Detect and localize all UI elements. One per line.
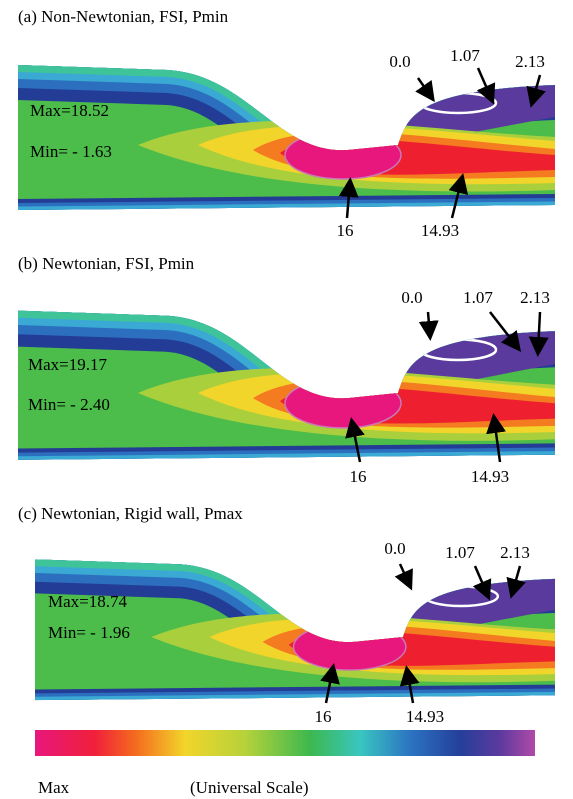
core (292, 622, 407, 671)
contour-label: 14.93 (406, 707, 444, 726)
contour-panel: (b) Newtonian, FSI, Pmin Max=19.17 Min= - … (18, 254, 555, 486)
arrow (476, 67, 496, 105)
flow-field (18, 310, 555, 460)
contour-label: 16 (337, 221, 354, 240)
arrow (486, 413, 506, 463)
min-label: Min= - 1.63 (30, 142, 112, 161)
arrow (472, 565, 492, 601)
arrow (345, 417, 365, 463)
min-label: Min= - 1.96 (48, 623, 130, 642)
contour-label: 14.93 (471, 467, 509, 486)
arrow (448, 173, 469, 219)
contour-panel: (a) Non-Newtonian, FSI, Pmin Max=18.52 Min… (18, 7, 555, 240)
contour-label: 1.07 (463, 288, 493, 307)
arrow (506, 565, 526, 599)
scale-left-label: Max (38, 778, 70, 797)
arrow (320, 663, 340, 704)
contour-label: 14.93 (421, 221, 459, 240)
contour-label: 2.13 (500, 543, 530, 562)
panel-title: (a) Non-Newtonian, FSI, Pmin (18, 7, 229, 26)
contour-label: 2.13 (520, 288, 550, 307)
contour-label: 1.07 (450, 46, 480, 65)
contour-label: 0.0 (401, 288, 422, 307)
contour-panel: (c) Newtonian, Rigid wall, Pmax Max=18.74… (18, 504, 556, 726)
contour-label: 16 (315, 707, 332, 726)
min-label: Min= - 2.40 (28, 395, 110, 414)
contour-label: 1.07 (445, 543, 475, 562)
panel-title: (c) Newtonian, Rigid wall, Pmax (18, 504, 243, 523)
arrow (415, 77, 435, 103)
arrow (399, 665, 420, 704)
max-label: Max=18.74 (48, 592, 127, 611)
color-scale (35, 730, 535, 756)
core (284, 130, 402, 180)
arrow (489, 311, 522, 352)
arrow (338, 177, 359, 219)
panel-title: (b) Newtonian, FSI, Pmin (18, 254, 195, 273)
scale-title: (Universal Scale) (190, 778, 308, 797)
contour-plot (18, 310, 555, 460)
contour-label: 0.0 (384, 539, 405, 558)
wall-band (35, 691, 556, 701)
arrow (526, 74, 546, 108)
max-label: Max=18.52 (30, 101, 109, 120)
arrow (394, 563, 413, 591)
contour-label: 0.0 (389, 52, 410, 71)
contour-label: 2.13 (515, 52, 545, 71)
arrow (528, 311, 549, 357)
wall-band (18, 201, 555, 210)
wall-band (18, 451, 555, 460)
contour-plot (18, 65, 555, 210)
contour-label: 16 (350, 467, 367, 486)
flow-field (18, 65, 555, 210)
core (284, 377, 402, 429)
max-label: Max=19.17 (28, 355, 107, 374)
arrow (418, 311, 439, 341)
